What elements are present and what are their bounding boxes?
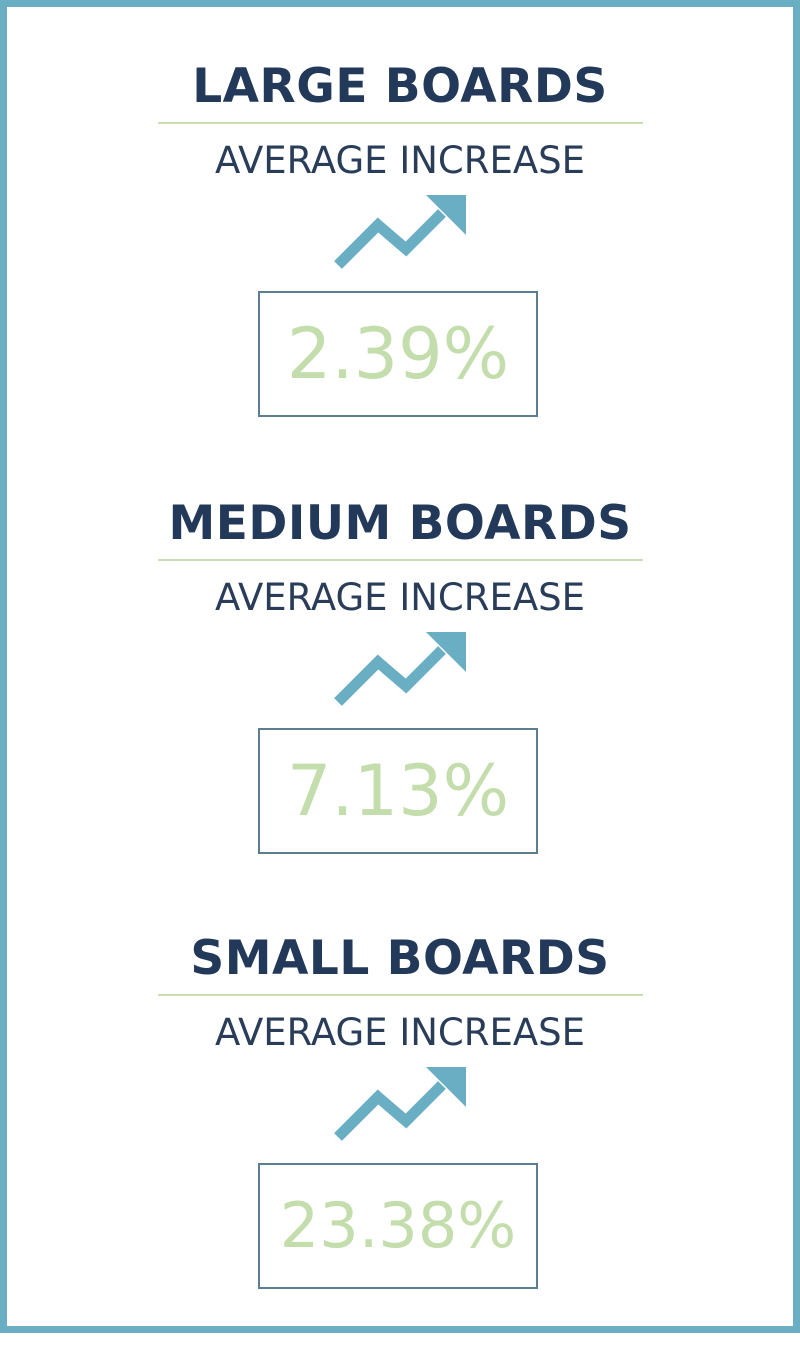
section-title: SMALL BOARDS bbox=[190, 931, 610, 986]
increase-value: 7.13% bbox=[286, 750, 510, 832]
value-box: 7.13% bbox=[258, 728, 538, 854]
trend-up-arrow-icon bbox=[334, 632, 466, 706]
value-box: 23.38% bbox=[258, 1163, 538, 1289]
small-boards-section: SMALL BOARDS AVERAGE INCREASE 23.38% bbox=[7, 927, 793, 1347]
title-divider bbox=[158, 122, 643, 124]
increase-value: 23.38% bbox=[279, 1189, 517, 1262]
title-divider bbox=[158, 994, 643, 996]
increase-value: 2.39% bbox=[286, 313, 510, 395]
trend-up-arrow-icon bbox=[334, 195, 466, 269]
section-subtitle: AVERAGE INCREASE bbox=[215, 139, 585, 182]
value-box: 2.39% bbox=[258, 291, 538, 417]
title-divider bbox=[158, 559, 643, 561]
section-title: MEDIUM BOARDS bbox=[168, 496, 632, 551]
section-subtitle: AVERAGE INCREASE bbox=[215, 576, 585, 619]
large-boards-section: LARGE BOARDS AVERAGE INCREASE 2.39% bbox=[7, 55, 793, 475]
medium-boards-section: MEDIUM BOARDS AVERAGE INCREASE 7.13% bbox=[7, 492, 793, 912]
section-subtitle: AVERAGE INCREASE bbox=[215, 1011, 585, 1054]
section-title: LARGE BOARDS bbox=[192, 59, 608, 114]
trend-up-arrow-icon bbox=[334, 1067, 466, 1141]
